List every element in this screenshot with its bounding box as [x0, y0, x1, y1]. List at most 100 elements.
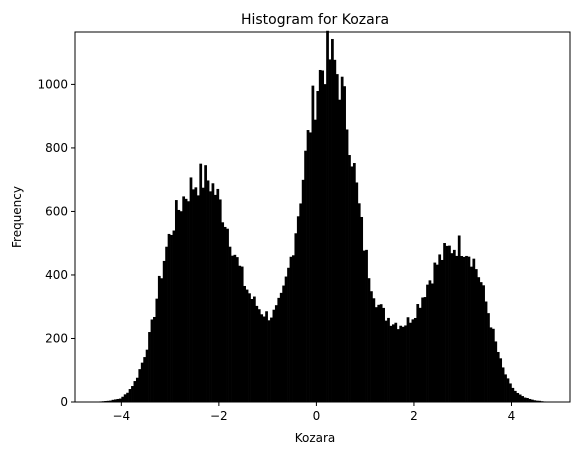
histogram-bar: [331, 38, 334, 402]
histogram-bar: [472, 258, 476, 402]
y-tick-label: 200: [45, 331, 68, 345]
histogram-bar: [277, 297, 281, 402]
histogram-bar: [348, 155, 351, 402]
histogram-bar: [457, 235, 461, 402]
histogram-bar: [289, 256, 293, 402]
histogram-bar: [294, 233, 298, 402]
x-tick-label: 2: [410, 409, 418, 423]
histogram-bar: [379, 304, 383, 402]
histogram-bar: [513, 390, 517, 402]
histogram-bar: [535, 400, 539, 402]
histogram-bar: [260, 314, 264, 402]
histogram-bar: [455, 255, 459, 402]
histogram-bar: [406, 317, 410, 402]
histogram-bar: [123, 394, 127, 402]
histogram-bar: [528, 398, 532, 402]
histogram-bar: [333, 59, 337, 402]
histogram-bar: [401, 326, 405, 402]
histogram-bar: [172, 230, 176, 402]
histogram-bar: [140, 362, 144, 402]
histogram-bar: [399, 325, 403, 402]
histogram-bar: [116, 398, 120, 402]
histogram-bar: [404, 325, 407, 402]
histogram-bar: [160, 278, 164, 402]
histogram-bar: [255, 305, 259, 402]
histogram-bar: [428, 280, 432, 402]
histogram-bar: [204, 165, 207, 402]
y-tick-label: 600: [45, 204, 68, 218]
histogram-bar: [365, 249, 368, 402]
histogram-bar: [460, 256, 464, 402]
histogram-bar: [499, 358, 503, 402]
histogram-bar: [265, 311, 268, 402]
y-tick-label: 1000: [37, 77, 68, 91]
histogram-bar: [350, 166, 354, 402]
histogram-bar: [187, 201, 190, 402]
histogram-bar: [345, 129, 349, 403]
histogram-bar: [279, 292, 283, 402]
histogram-bar: [377, 304, 381, 402]
histogram-bar: [445, 245, 449, 402]
histogram-bar: [196, 195, 200, 402]
histogram-bar: [511, 387, 515, 402]
histogram-bar: [150, 319, 154, 402]
histogram-bar: [162, 260, 166, 402]
y-tick-label: 400: [45, 268, 68, 282]
histogram-bar: [253, 296, 256, 402]
histogram-bar: [118, 398, 122, 402]
histogram-bar: [126, 392, 129, 402]
histogram-bar: [352, 163, 356, 402]
histogram-bar: [199, 163, 203, 402]
histogram-bar: [138, 369, 142, 402]
x-tick-label: −2: [210, 409, 228, 423]
histogram-bar: [109, 400, 112, 402]
histogram-bar: [323, 84, 327, 403]
histogram-bar: [360, 216, 364, 402]
histogram-bars: [94, 30, 551, 403]
histogram-bar: [272, 309, 276, 402]
histogram-bar: [250, 299, 254, 402]
histogram-bar: [389, 325, 393, 402]
histogram-bar: [491, 328, 495, 402]
histogram-bar: [328, 59, 332, 403]
histogram-bar: [533, 400, 537, 402]
histogram-bar: [435, 264, 439, 402]
histogram-bar: [413, 317, 417, 402]
histogram-bar: [153, 316, 156, 402]
histogram-bar: [416, 304, 420, 402]
histogram-bar: [155, 298, 159, 402]
histogram-bar: [467, 256, 471, 402]
histogram-bar: [384, 320, 388, 402]
histogram-bar: [526, 398, 529, 402]
x-tick-label: 0: [313, 409, 321, 423]
histogram-bar: [489, 327, 493, 402]
histogram-bar: [313, 119, 317, 402]
x-axis-ticks: −4 −2 0 2 4: [112, 402, 515, 423]
histogram-bar: [438, 254, 442, 402]
histogram-bar: [538, 400, 542, 402]
histogram-bar: [370, 291, 373, 402]
histogram-bar: [509, 383, 512, 402]
histogram-bar: [245, 289, 249, 402]
histogram-bar: [421, 297, 424, 402]
histogram-bar: [189, 177, 193, 402]
histogram-bar: [267, 320, 271, 402]
histogram-bar: [462, 256, 466, 402]
histogram-bar: [304, 150, 307, 402]
histogram-bar: [396, 329, 400, 402]
histogram-bar: [335, 74, 339, 403]
histogram-bar: [167, 233, 171, 402]
histogram-bar: [233, 254, 237, 402]
histogram-bar: [274, 305, 278, 402]
histogram-bar: [106, 400, 110, 402]
histogram-bar: [450, 253, 454, 402]
histogram-bar: [211, 183, 215, 402]
histogram-bar: [257, 309, 261, 402]
histogram-bar: [287, 267, 290, 402]
histogram-bar: [192, 189, 195, 402]
histogram-bar: [170, 234, 173, 402]
histogram-bar: [392, 324, 395, 402]
histogram-bar: [411, 319, 415, 402]
histogram-bar: [228, 246, 232, 402]
